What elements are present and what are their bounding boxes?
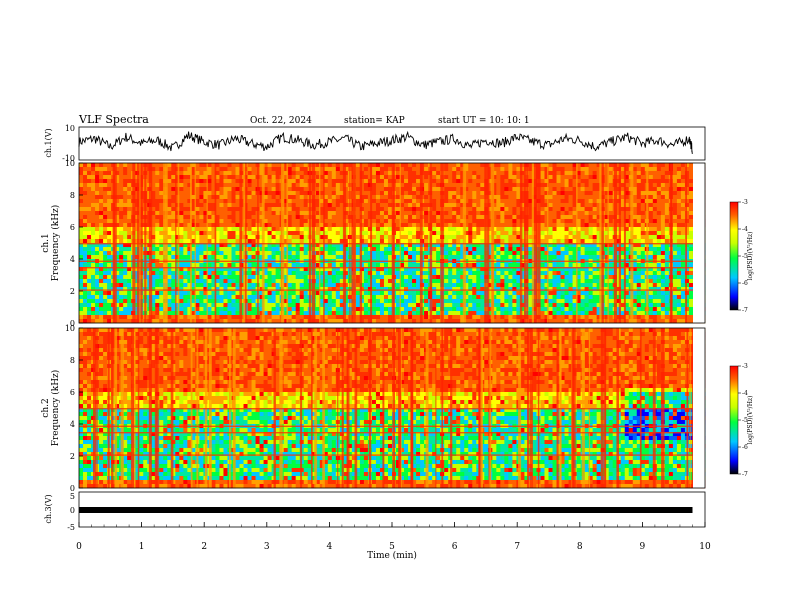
ch1-colorbar bbox=[730, 202, 738, 310]
ch1-voltage-ylabel: ch.1(V) bbox=[44, 128, 53, 157]
ch3-ytick-top: 5 bbox=[70, 492, 75, 501]
x-tick-label: 1 bbox=[139, 542, 145, 552]
station-label: station= KAP bbox=[344, 116, 405, 126]
x-tick-label: 0 bbox=[76, 542, 82, 552]
colorbar-tick-label: -3 bbox=[742, 199, 748, 206]
ch3-voltage-ylabel: ch.3(V) bbox=[44, 494, 53, 523]
spec2-yticks-tick-label: 6 bbox=[70, 388, 75, 397]
ch2-spectrogram-ylabel-line1: ch.2 bbox=[41, 398, 51, 417]
x-tick-label: 9 bbox=[640, 542, 646, 552]
spec1-yticks-tick-label: 10 bbox=[65, 159, 75, 168]
ch3-ytick-mid: 0 bbox=[70, 506, 75, 515]
ch3-ytick-bottom: -5 bbox=[67, 523, 75, 532]
colorbar-tick-label: -3 bbox=[742, 363, 748, 370]
ch1-colorbar-label: log(PSD)(V²/Hz) bbox=[747, 232, 754, 281]
spec1-yticks-tick-label: 2 bbox=[70, 287, 75, 296]
x-tick-label: 8 bbox=[577, 542, 583, 552]
ch1-spectrogram-ylabel-line1: ch.1 bbox=[41, 233, 51, 252]
x-tick-label: 3 bbox=[264, 542, 270, 552]
x-tick-label: 7 bbox=[514, 542, 520, 552]
colorbar-tick-label: -7 bbox=[742, 471, 748, 478]
start-time-label: start UT = 10: 10: 1 bbox=[438, 116, 530, 126]
x-tick-label: 4 bbox=[327, 542, 333, 552]
spec1-yticks-tick-label: 6 bbox=[70, 223, 75, 232]
vlf-figure: VLF Spectra Oct. 22, 2024 station= KAP s… bbox=[0, 0, 792, 612]
ch2-spectrogram-ylabel-line2: Frequency (kHz) bbox=[50, 370, 61, 447]
spec2-yticks-tick-label: 10 bbox=[65, 324, 75, 333]
ch2-colorbar-label: log(PSD)(V²/Hz) bbox=[747, 396, 754, 445]
x-tick-label: 6 bbox=[452, 542, 458, 552]
date-label: Oct. 22, 2024 bbox=[250, 116, 312, 126]
ch3-voltage-trace bbox=[79, 507, 693, 513]
x-tick-label: 2 bbox=[201, 542, 207, 552]
ch1-ytick-top: 10 bbox=[65, 124, 75, 133]
spec1-yticks-tick-label: 4 bbox=[70, 255, 75, 264]
figure-title: VLF Spectra bbox=[78, 113, 149, 126]
spec2-yticks-tick-label: 4 bbox=[70, 420, 75, 429]
x-tick-label: 10 bbox=[699, 542, 711, 552]
ch1-spectrogram bbox=[79, 163, 705, 323]
colorbar-tick-label: -7 bbox=[742, 307, 748, 314]
spec2-yticks-tick-label: 2 bbox=[70, 452, 75, 461]
ch2-spectrogram bbox=[79, 328, 705, 488]
spec2-yticks-tick-label: 8 bbox=[70, 356, 75, 365]
x-axis-label: Time (min) bbox=[367, 550, 417, 561]
ch1-spectrogram-ylabel-line2: Frequency (kHz) bbox=[50, 205, 61, 282]
ch1-voltage-panel: 10 -10 ch.1(V) bbox=[44, 124, 705, 163]
ch3-voltage-panel: 5 0 -5 ch.3(V) bbox=[44, 492, 705, 532]
spec1-yticks-tick-label: 8 bbox=[70, 191, 75, 200]
ch2-colorbar bbox=[730, 366, 738, 474]
